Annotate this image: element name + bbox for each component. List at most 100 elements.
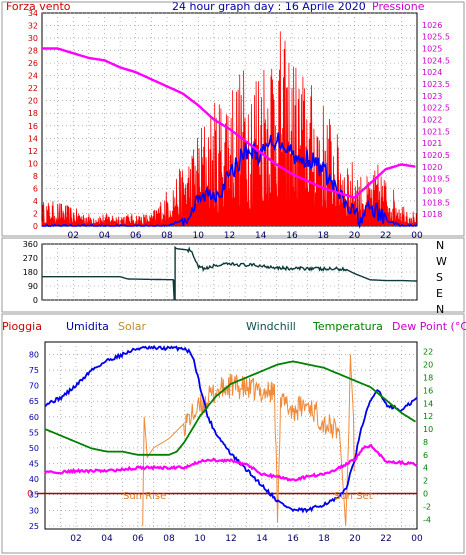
y-left-tick-label: 80: [29, 350, 39, 359]
legend-dewpoint: Dew Point (°C): [392, 320, 466, 333]
compass-label: S: [436, 271, 443, 284]
y-right-tick-label: 1019: [422, 187, 442, 196]
y-left-tick-label: 65: [29, 397, 39, 406]
x-tick-label: 00: [411, 534, 423, 544]
y-tick-label: 180: [23, 268, 38, 277]
y-left-tick-label: 34: [28, 9, 38, 18]
series-dewpoint: [44, 443, 418, 482]
y-right-tick-label: 8: [423, 438, 428, 447]
y-left-tick-label: 12: [28, 147, 38, 156]
y-tick-label: 270: [23, 254, 38, 263]
y-right-tick-label: 14: [423, 399, 433, 408]
x-tick-label: 04: [101, 534, 113, 544]
y-left-tick-label: 70: [29, 382, 39, 391]
y-left-tick-label: 40: [29, 475, 39, 484]
legend-temperature: Temperatura: [312, 320, 383, 333]
y-right-tick-label: 2: [423, 477, 428, 486]
x-tick-label: 08: [163, 534, 175, 544]
x-tick-label: 16: [287, 534, 299, 544]
x-tick-label: 06: [130, 231, 142, 241]
y-left-tick-label: 45: [29, 460, 39, 469]
x-tick-label: 14: [256, 534, 268, 544]
y-right-tick-label: 6: [423, 451, 428, 460]
y-right-tick-label: 1025.5: [422, 33, 450, 42]
y-tick-label: 360: [23, 240, 38, 249]
y-left-tick-label: 55: [29, 428, 39, 437]
y-right-tick-label: 12: [423, 412, 433, 421]
x-tick-label: 02: [68, 231, 79, 241]
y-right-tick-label: -2: [423, 502, 431, 511]
legend-rain: Pioggia: [2, 320, 42, 333]
y-left-tick-label: 16: [28, 122, 38, 131]
x-tick-label: 00: [411, 231, 423, 241]
y-left-tick-label: 35: [29, 491, 39, 500]
x-tick-label: 18: [318, 534, 330, 544]
legend-solar: Solar: [118, 320, 147, 333]
y-left-tick-label: 30: [29, 506, 39, 515]
x-tick-label: 20: [349, 534, 361, 544]
y-tick-label: 90: [28, 282, 38, 291]
x-tick-label: 10: [194, 534, 206, 544]
y-right-tick-label: 22: [423, 348, 433, 357]
pressure-axis-title: Pressione: [372, 0, 425, 13]
x-tick-label: 22: [380, 534, 391, 544]
chart-title: 24 hour graph day : 16 Aprile 2020: [172, 0, 366, 13]
y-right-tick-label: 10: [423, 425, 433, 434]
y-left-tick-label: 50: [29, 444, 39, 453]
y-left-tick-label: 8: [33, 172, 38, 181]
y-right-tick-label: 1019.5: [422, 175, 450, 184]
sunset-annotation: Sun Set: [334, 491, 373, 502]
y-left-tick-label: 18: [28, 109, 38, 118]
series-wind-direction: [42, 245, 417, 301]
y-right-tick-label: 1023.5: [422, 80, 450, 89]
compass-label: W: [436, 255, 447, 268]
y-right-tick-label: 1022: [422, 116, 442, 125]
sunrise-annotation: Sun Rise: [123, 491, 166, 502]
x-tick-label: 02: [70, 534, 81, 544]
y-left-tick-label: 2: [33, 209, 38, 218]
wind-panel-frame: [1, 1, 465, 237]
y-right-tick-label: 20: [423, 361, 433, 370]
x-tick-label: 10: [193, 231, 205, 241]
y-right-tick-label: 1021.5: [422, 127, 450, 136]
y-right-tick-label: 1024: [422, 68, 442, 77]
x-tick-label: 12: [225, 534, 236, 544]
y-tick-label: 0: [33, 296, 38, 305]
rain-level-label: 0: [27, 490, 33, 500]
compass-label: E: [436, 287, 443, 300]
x-tick-label: 12: [224, 231, 235, 241]
series-temperature: [44, 360, 416, 456]
y-right-tick-label: 1023: [422, 92, 442, 101]
x-tick-label: 14: [255, 231, 267, 241]
y-right-tick-label: 1018.5: [422, 198, 450, 207]
y-left-tick-label: 10: [28, 159, 38, 168]
series-pressure: [42, 47, 416, 199]
compass-label: N: [436, 239, 444, 252]
y-right-tick-label: 1021: [422, 139, 442, 148]
y-left-tick-label: 25: [29, 522, 39, 531]
y-right-tick-label: 1026: [422, 21, 442, 30]
y-left-tick-label: 26: [28, 59, 38, 68]
y-left-tick-label: 75: [29, 366, 39, 375]
x-tick-label: 20: [349, 231, 361, 241]
y-right-tick-label: -4: [423, 515, 431, 524]
y-right-tick-label: 1020: [422, 163, 442, 172]
y-right-tick-label: 1018: [422, 210, 442, 219]
y-right-tick-label: 1020.5: [422, 151, 450, 160]
x-tick-label: 22: [380, 231, 391, 241]
climate-panel-frame: [1, 313, 465, 554]
series-solar: [142, 354, 355, 526]
y-left-tick-label: 14: [28, 134, 38, 143]
y-left-tick-label: 4: [33, 197, 38, 206]
x-tick-label: 06: [132, 534, 144, 544]
y-right-tick-label: 4: [423, 464, 428, 473]
legend-windchill: Windchill: [246, 320, 296, 333]
compass-label: N: [436, 303, 444, 316]
direction-panel-frame: [1, 237, 465, 313]
y-right-tick-label: 1022.5: [422, 104, 450, 113]
series-wind-average: [42, 132, 418, 229]
y-right-tick-label: 18: [423, 373, 433, 382]
y-left-tick-label: 28: [28, 47, 38, 56]
y-left-tick-label: 0: [33, 222, 38, 231]
